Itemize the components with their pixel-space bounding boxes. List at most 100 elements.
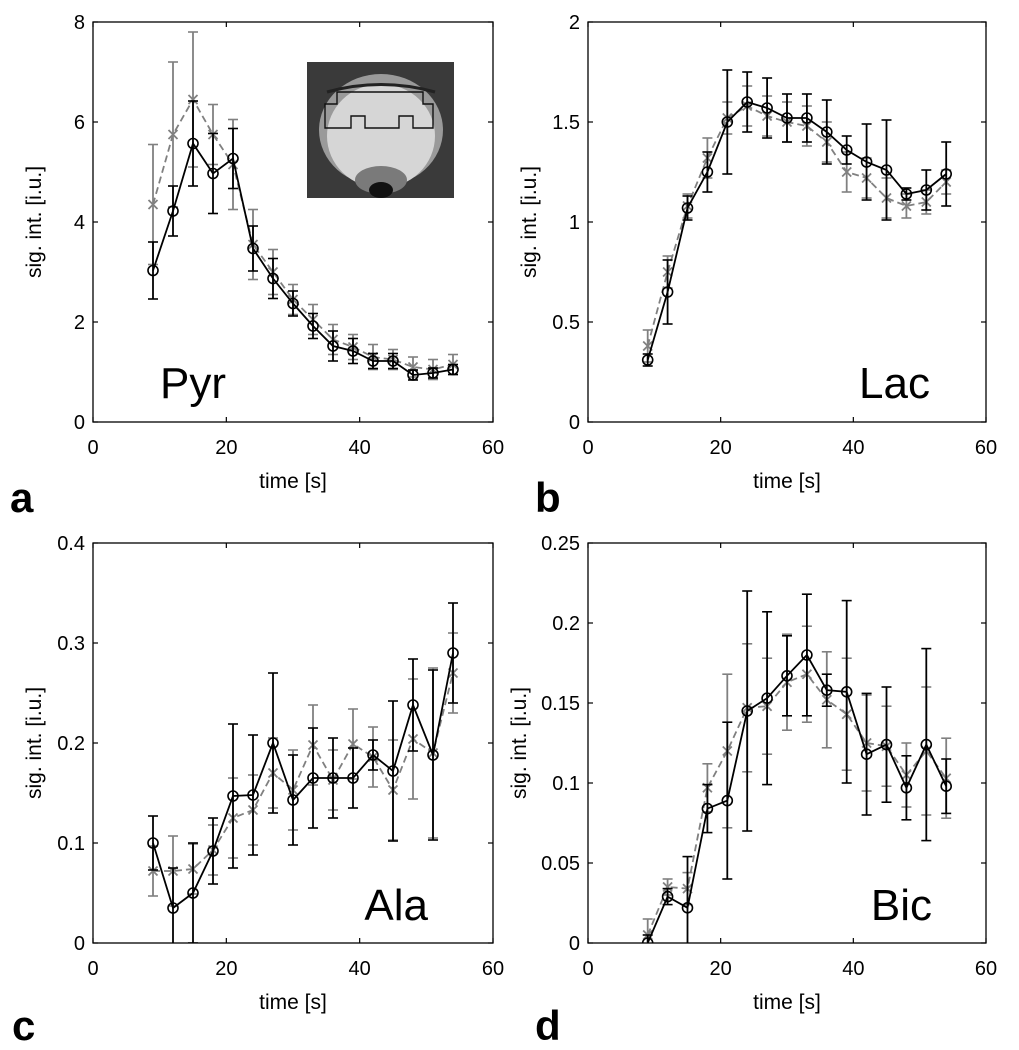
x-tick-label: 0 [87,437,98,459]
data-point [347,738,359,750]
data-point [147,199,159,210]
data-point [387,765,399,777]
data-point [661,890,674,903]
data-point [187,137,199,150]
y-tick-label: 0.1 [552,773,580,795]
y-tick-label: 0.2 [57,733,85,755]
data-point [207,845,219,857]
y-tick-label: 0 [569,933,580,955]
data-point [641,354,654,366]
data-point [741,705,754,717]
plot-area [641,590,953,943]
data-point [407,699,419,711]
y-axis-label: sig. int. [i.u.] [508,687,531,799]
panel-letter: a [10,474,34,521]
y-tick-label: 6 [74,112,85,134]
data-point [247,789,259,801]
inset-brain-image [307,62,454,198]
panel-letter: d [535,1002,561,1049]
panel-d: 0 20 40 60 0 0.05 0.1 0.15 0.2 0.25 time [s] sig. i… [508,533,997,1049]
data-point [920,738,933,751]
data-point [327,772,339,784]
data-point [820,126,833,138]
x-tick-label: 40 [349,958,371,980]
x-tick-label: 60 [975,958,997,980]
data-point [860,156,873,168]
y-tick-label: 4 [74,212,85,234]
data-point [367,749,379,761]
data-point [920,184,933,196]
data-point [367,355,379,367]
x-tick-label: 20 [710,958,732,980]
data-point [701,802,714,815]
x-tick-label: 40 [842,437,864,459]
y-tick-label: 0.4 [57,533,85,555]
data-point [841,166,852,178]
data-point [387,355,399,367]
y-tick-label: 2 [569,12,580,34]
x-axis-label: time [s] [259,991,327,1014]
data-point [900,781,913,794]
axes-frame [587,21,987,423]
y-tick-label: 0.15 [541,693,580,715]
data-point [940,780,953,793]
axes-frame [92,542,494,944]
series-black-o [147,100,459,381]
x-tick-label: 40 [842,958,864,980]
axes-frame [587,542,987,944]
series-black-o [147,602,459,943]
data-point [761,102,773,114]
x-tick-label: 60 [482,958,504,980]
series-line [646,100,947,361]
x-tick-label: 20 [215,437,237,459]
plot-area [641,69,953,367]
data-point [147,264,159,277]
data-point [940,168,953,180]
y-tick-label: 1.5 [552,112,580,134]
x-axis-label: time [s] [753,470,821,493]
data-point [227,790,239,802]
data-point [307,772,319,784]
data-point [347,772,359,784]
data-point [247,242,259,255]
data-point [781,112,793,124]
x-tick-label: 60 [975,437,997,459]
data-point [327,340,339,352]
data-point [880,164,893,176]
x-tick-label: 60 [482,437,504,459]
data-point [287,794,299,806]
data-point [267,737,279,749]
series-line [152,97,454,371]
data-point [147,865,159,877]
y-tick-label: 0.25 [541,533,580,555]
data-point [167,902,179,914]
y-axis-label: sig. int. [i.u.] [518,166,541,278]
data-point [447,363,459,376]
data-point [741,96,754,108]
data-point [901,200,912,212]
y-axis-label: sig. int. [i.u.] [23,687,46,799]
data-point [347,345,359,357]
series-line [646,104,947,347]
plot-area [147,602,459,943]
metabolite-label: Lac [859,359,930,408]
series-line [646,673,947,936]
inset-skull-edge [326,83,436,94]
data-point [167,205,179,217]
data-point [661,286,674,298]
plot-area [147,31,459,381]
panel-a: 0 20 40 60 0 2 4 6 8 time [s] sig. int. [i.u.] Pyr a [10,12,504,521]
data-point [860,748,873,761]
inset-brain [327,84,435,188]
series-line [646,653,948,943]
panel-letter: c [12,1002,35,1049]
x-tick-label: 20 [215,958,237,980]
data-point [167,129,179,140]
y-tick-label: 0.05 [541,853,580,875]
series-line [152,141,454,376]
y-axis-label: sig. int. [i.u.] [23,166,46,278]
x-axis-label: time [s] [753,991,821,1014]
panel-c: 0 20 40 60 0 0.1 0.2 0.3 0.4 time [s] sig. int. [i… [12,533,504,1049]
data-point [307,320,319,332]
